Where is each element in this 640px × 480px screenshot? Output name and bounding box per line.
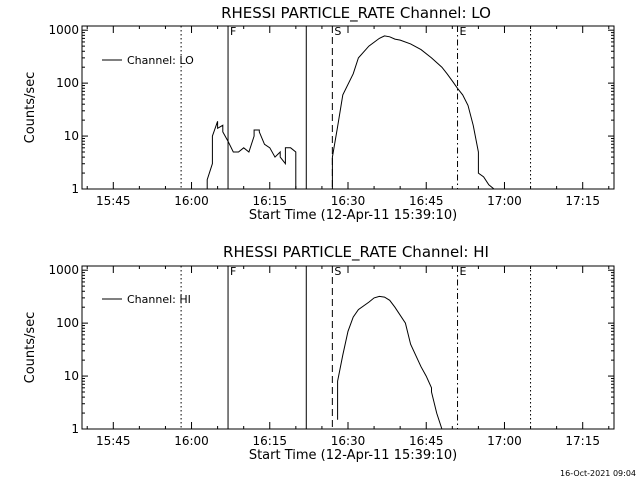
y-tick-label: 1000 [48, 263, 79, 277]
event-marker-label: S [334, 265, 341, 278]
x-tick-label: 17:15 [565, 434, 600, 448]
x-tick-label: 16:00 [174, 194, 209, 208]
x-axis-label: Start Time (12-Apr-11 15:39:10) [249, 448, 457, 463]
event-marker-label: F [230, 25, 236, 38]
y-axis-label: Counts/sec [23, 312, 38, 384]
x-tick-label: 16:30 [331, 194, 366, 208]
chart-title: RHESSI PARTICLE_RATE Channel: HI [223, 243, 489, 262]
y-axis-label: Counts/sec [23, 72, 38, 144]
x-tick-label: 16:15 [252, 194, 287, 208]
x-tick-label: 15:45 [96, 434, 131, 448]
event-marker-label: F [230, 265, 236, 278]
series-line [331, 35, 495, 190]
y-tick-label: 100 [56, 76, 79, 90]
event-marker-label: E [460, 265, 467, 278]
series-line [337, 295, 443, 430]
x-tick-label: 16:15 [252, 434, 287, 448]
y-tick-label: 1000 [48, 23, 79, 37]
x-tick-label: 15:45 [96, 194, 131, 208]
plot-frame [81, 25, 615, 190]
panel-hi: RHESSI PARTICLE_RATE Channel: HI 1 10 100 10… [23, 243, 615, 463]
y-tick-label: 1 [71, 422, 79, 436]
y-tick-label: 10 [64, 369, 79, 383]
legend-entry: Channel: HI [127, 293, 191, 306]
legend-entry: Channel: LO [127, 54, 194, 67]
x-tick-label: 16:45 [409, 194, 444, 208]
x-tick-label: 17:15 [565, 194, 600, 208]
y-tick-label: 1 [71, 182, 79, 196]
y-tick-label: 10 [64, 129, 79, 143]
event-marker-label: E [460, 25, 467, 38]
x-tick-label: 16:30 [331, 434, 366, 448]
x-tick-label: 17:00 [487, 434, 522, 448]
plot-frame [81, 265, 615, 430]
x-axis-label: Start Time (12-Apr-11 15:39:10) [249, 208, 457, 223]
event-marker-label: S [334, 25, 341, 38]
chart-title: RHESSI PARTICLE_RATE Channel: LO [221, 4, 491, 23]
x-tick-label: 16:45 [409, 434, 444, 448]
panel-lo: RHESSI PARTICLE_RATE Channel: LO 1 10 100 10… [23, 4, 615, 223]
x-tick-label: 16:00 [174, 434, 209, 448]
series-line [206, 121, 297, 189]
y-tick-label: 100 [56, 316, 79, 330]
x-tick-label: 17:00 [487, 194, 522, 208]
timestamp-label: 16-Oct-2021 09:04 [560, 469, 636, 478]
